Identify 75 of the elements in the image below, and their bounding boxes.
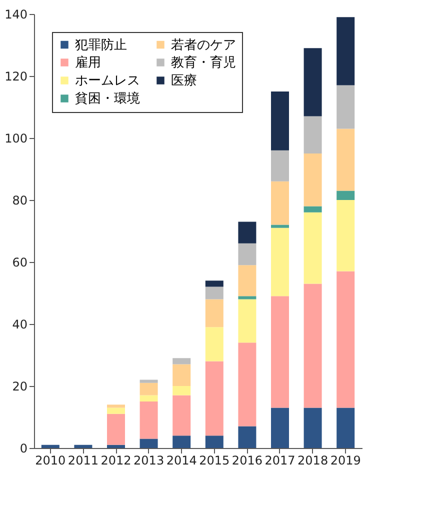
x-tick-label: 2010: [35, 454, 66, 468]
bar: [205, 327, 224, 362]
bar: [238, 299, 256, 343]
y-tick-label: 40: [12, 318, 28, 332]
legend-label: 若者のケア: [171, 38, 236, 53]
bar: [271, 224, 289, 228]
bar: [74, 444, 92, 448]
bar: [172, 395, 191, 436]
y-tick-label: 80: [12, 194, 28, 208]
bar: [336, 200, 355, 272]
bar: [238, 222, 256, 244]
x-tick-label: 2017: [264, 454, 296, 468]
x-tick-label: 2014: [166, 454, 197, 468]
bar: [271, 150, 289, 182]
legend-label: 貧困・環境: [75, 90, 140, 106]
bar: [271, 296, 289, 408]
bar: [238, 265, 256, 296]
x-tick-label: 2019: [330, 454, 361, 468]
bar: [205, 280, 224, 287]
bar: [107, 404, 125, 408]
bar: [140, 395, 158, 402]
x-tick-label: 2012: [100, 454, 132, 468]
bar: [336, 128, 355, 191]
bar: [271, 92, 289, 150]
y-tick-label: 60: [12, 256, 28, 270]
bar: [41, 444, 60, 448]
y-tick-label: 140: [4, 8, 28, 22]
bar: [271, 228, 289, 296]
bar: [336, 271, 355, 408]
y-tick-label: 100: [4, 132, 28, 146]
y-tick-label: 0: [20, 442, 28, 456]
bar: [140, 438, 158, 448]
bar: [107, 444, 125, 448]
bar: [336, 85, 355, 129]
bar: [107, 408, 125, 414]
bar: [271, 181, 289, 225]
bar: [336, 408, 355, 448]
legend-label: 教育・育児: [171, 54, 236, 70]
x-tick-label: 2018: [298, 454, 328, 468]
legend-label: 犯罪防止: [75, 38, 127, 53]
bar: [238, 426, 256, 448]
bar: [304, 116, 322, 154]
bar: [238, 342, 256, 426]
bar: [140, 402, 158, 439]
bar: [205, 299, 224, 328]
bar: [172, 358, 191, 364]
x-tick-label: 2016: [232, 454, 262, 468]
bar: [205, 286, 224, 300]
bar: [172, 386, 191, 396]
bar: [140, 380, 158, 383]
bar: [304, 206, 322, 212]
bar: [271, 408, 289, 448]
legend-label: 医療: [171, 74, 197, 88]
bar: [336, 190, 355, 200]
bar: [140, 382, 158, 396]
bar: [304, 154, 322, 206]
x-tick-label: 2011: [68, 454, 98, 468]
bar: [172, 364, 191, 386]
bar: [304, 284, 322, 408]
bar: [304, 212, 322, 284]
bar: [205, 361, 224, 436]
bar: [172, 436, 191, 448]
bar: [238, 243, 256, 266]
legend-label: ホームレス: [75, 74, 140, 88]
bar: [304, 408, 322, 448]
bar: [107, 414, 125, 445]
y-tick-label: 20: [12, 380, 28, 394]
bar: [304, 48, 322, 116]
x-tick-label: 2013: [134, 454, 164, 468]
bar: [238, 296, 256, 300]
bar: [336, 17, 355, 86]
legend-label: 雇用: [75, 54, 101, 70]
x-tick-label: 2015: [199, 454, 230, 468]
y-tick-label: 120: [4, 70, 28, 84]
bar: [205, 436, 224, 448]
